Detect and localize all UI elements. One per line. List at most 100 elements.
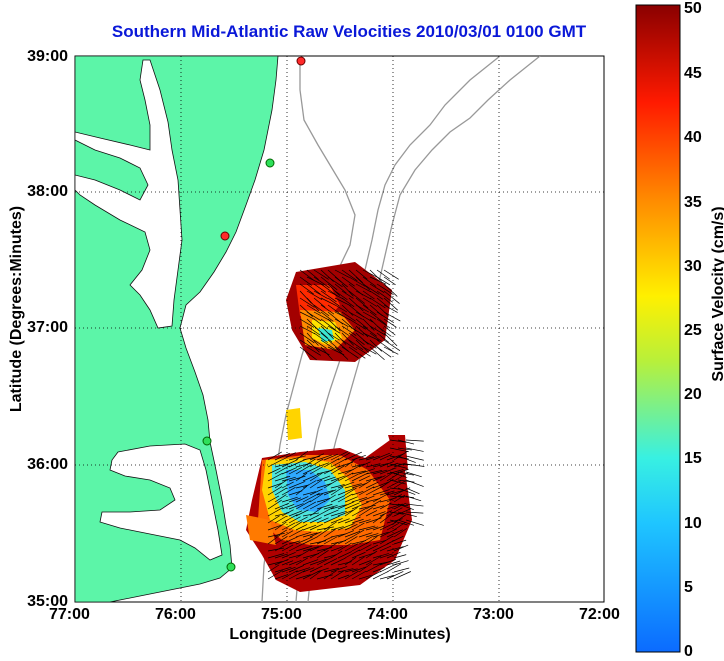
velocity-vector xyxy=(309,558,327,566)
velocity-vector xyxy=(281,560,294,566)
velocity-vector xyxy=(362,304,377,316)
velocity-vector xyxy=(323,494,336,503)
velocity-vector xyxy=(288,560,302,566)
velocity-vector xyxy=(351,482,368,489)
velocity-vector xyxy=(323,509,339,517)
velocity-vector xyxy=(316,567,329,573)
velocity-vector xyxy=(355,339,370,353)
velocity-vector xyxy=(372,489,390,496)
colorbar-tick-label: 50 xyxy=(684,0,702,17)
velocity-vector xyxy=(320,318,337,331)
velocity-vector xyxy=(313,290,328,299)
velocity-vector xyxy=(309,479,323,489)
velocity-vector xyxy=(386,507,403,517)
velocity-vector xyxy=(337,574,350,580)
velocity-vector xyxy=(306,346,322,356)
velocity-vector xyxy=(376,290,393,303)
velocity-vector xyxy=(309,570,322,580)
velocity-vector xyxy=(323,554,337,559)
velocity-vector xyxy=(274,487,287,496)
velocity-vector xyxy=(351,470,366,475)
velocity-vector xyxy=(397,503,414,510)
colorbar-tick-label: 10 xyxy=(684,515,702,532)
velocity-vector xyxy=(351,566,366,573)
velocity-vector xyxy=(288,543,304,552)
velocity-vector xyxy=(393,544,409,552)
velocity-vector xyxy=(397,471,414,476)
velocity-vector xyxy=(341,339,358,351)
velocity-vector xyxy=(355,304,370,313)
velocity-vector xyxy=(323,489,337,496)
velocity-vector xyxy=(267,451,282,461)
velocity-vector xyxy=(295,545,313,552)
velocity-vector xyxy=(389,439,407,443)
velocity-vector xyxy=(355,318,368,329)
velocity-vector xyxy=(379,514,392,524)
velocity-vector xyxy=(405,519,424,526)
velocity-vector xyxy=(302,514,319,524)
velocity-vector xyxy=(393,567,410,573)
y-tick-label: 38:00 xyxy=(27,183,68,200)
velocity-vector xyxy=(376,283,394,296)
velocity-vector xyxy=(316,489,334,496)
velocity-vector xyxy=(372,481,391,489)
velocity-vector xyxy=(302,512,320,517)
velocity-vector xyxy=(397,455,416,463)
velocity-vector xyxy=(344,556,357,566)
velocity-vector xyxy=(372,539,387,545)
velocity-vector xyxy=(330,451,348,461)
velocity-vector xyxy=(288,503,304,510)
velocity-vector xyxy=(372,463,389,468)
velocity-vector xyxy=(365,533,379,538)
velocity-vector xyxy=(358,507,373,517)
velocity-vector xyxy=(337,542,352,552)
velocity-vector xyxy=(313,304,330,317)
velocity-vector xyxy=(288,510,303,517)
velocity-vector xyxy=(295,548,312,559)
velocity-vector xyxy=(365,469,383,475)
y-tick-label: 39:00 xyxy=(27,48,68,65)
velocity-vector xyxy=(313,311,331,322)
velocity-vector xyxy=(389,463,408,469)
velocity-vector xyxy=(288,497,302,503)
velocity-vector xyxy=(351,551,366,559)
velocity-vector xyxy=(334,276,348,288)
velocity-vector xyxy=(358,536,373,545)
velocity-vector xyxy=(323,567,340,573)
velocity-vector xyxy=(362,346,377,355)
velocity-vector xyxy=(362,339,377,349)
velocity-vector xyxy=(309,500,326,510)
velocity-vector xyxy=(358,456,374,461)
velocity-vector xyxy=(323,476,336,482)
velocity-vector xyxy=(376,269,390,280)
velocity-vector xyxy=(267,495,280,503)
velocity-vector xyxy=(393,528,408,538)
velocity-vector xyxy=(316,547,333,552)
velocity-vector xyxy=(393,508,411,517)
velocity-vector xyxy=(320,283,338,297)
velocity-vector xyxy=(323,528,336,538)
velocity-vector xyxy=(274,521,287,531)
velocity-vector xyxy=(302,546,319,552)
velocity-vector xyxy=(365,555,382,566)
velocity-vector xyxy=(302,501,317,510)
velocity-vector xyxy=(281,476,296,482)
velocity-vector xyxy=(405,455,424,461)
velocity-vector xyxy=(313,276,330,289)
x-tick-label: 72:00 xyxy=(579,606,620,623)
velocity-vector xyxy=(337,536,353,545)
velocity-vector xyxy=(274,574,289,580)
velocity-vector xyxy=(358,475,371,482)
velocity-vector xyxy=(330,495,346,503)
velocity-vector xyxy=(369,283,385,293)
velocity-vector xyxy=(306,332,319,346)
velocity-vector xyxy=(348,332,365,345)
velocity-vector xyxy=(351,529,365,538)
velocity-vector xyxy=(288,565,304,573)
velocity-vector xyxy=(344,523,358,531)
velocity-vector xyxy=(337,469,354,475)
velocity-vector xyxy=(309,458,324,468)
velocity-vector xyxy=(267,524,282,531)
velocity-vector xyxy=(334,290,348,301)
velocity-vector xyxy=(383,339,401,351)
